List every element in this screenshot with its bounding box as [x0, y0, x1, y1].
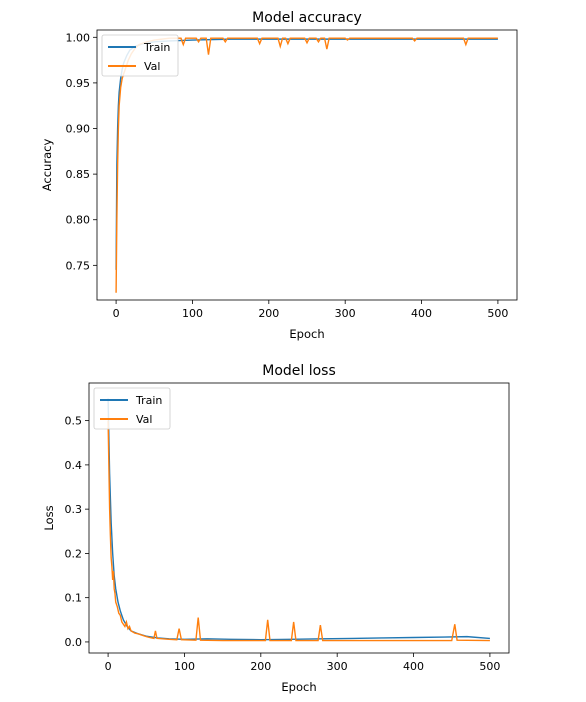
y-tick-label: 0.2 [65, 547, 83, 560]
x-axis-label: Epoch [289, 327, 324, 341]
x-tick-label: 0 [105, 660, 112, 673]
y-tick-label: 0.4 [65, 459, 83, 472]
y-tick-label: 0.5 [65, 415, 83, 428]
x-tick-label: 200 [250, 660, 271, 673]
accuracy-x-ticks: 0 100 200 300 400 500 [113, 300, 508, 320]
x-tick-label: 100 [182, 307, 203, 320]
y-tick-label: 0.0 [65, 636, 83, 649]
accuracy-y-ticks: 0.75 0.80 0.85 0.90 0.95 1.00 [66, 31, 97, 272]
x-tick-label: 300 [335, 307, 356, 320]
chart-title: Model accuracy [252, 10, 362, 26]
accuracy-plot-frame [96, 29, 518, 301]
y-tick-label: 1.00 [66, 31, 91, 44]
y-tick-label: 0.95 [66, 77, 91, 90]
x-tick-label: 400 [403, 660, 424, 673]
legend-label-val: Val [144, 60, 160, 73]
y-axis-label: Accuracy [40, 139, 54, 192]
legend-label-val: Val [136, 413, 152, 426]
loss-chart: Model loss 0 100 200 300 400 500 0.0 0.1 0.2 0.3… [42, 363, 510, 694]
x-tick-label: 500 [479, 660, 500, 673]
x-tick-label: 100 [174, 660, 195, 673]
accuracy-chart: Model accuracy 0 100 200 300 400 500 0.75 0.80… [40, 10, 518, 341]
y-tick-label: 0.85 [66, 168, 91, 181]
x-tick-label: 300 [327, 660, 348, 673]
y-axis-label: Loss [42, 505, 56, 530]
y-tick-label: 0.1 [65, 592, 83, 605]
loss-legend: Train Val [93, 387, 171, 430]
loss-series-lines [107, 398, 490, 642]
x-axis-label: Epoch [281, 680, 316, 694]
loss-x-ticks: 0 100 200 300 400 500 [105, 653, 500, 673]
x-tick-label: 400 [411, 307, 432, 320]
legend-label-train: Train [135, 394, 162, 407]
legend-label-train: Train [143, 41, 170, 54]
series-line-val [107, 420, 490, 642]
loss-y-ticks: 0.0 0.1 0.2 0.3 0.4 0.5 [65, 415, 89, 649]
loss-plot-area [88, 382, 510, 654]
y-tick-label: 0.80 [66, 214, 91, 227]
x-tick-label: 0 [113, 307, 120, 320]
accuracy-legend: Train Val [101, 34, 179, 77]
y-tick-label: 0.75 [66, 259, 91, 272]
x-tick-label: 200 [258, 307, 279, 320]
chart-title: Model loss [262, 363, 336, 379]
series-line-train [107, 398, 490, 641]
y-tick-label: 0.3 [65, 503, 83, 516]
y-tick-label: 0.90 [66, 123, 91, 136]
loss-plot-frame [88, 382, 510, 654]
x-tick-label: 500 [487, 307, 508, 320]
